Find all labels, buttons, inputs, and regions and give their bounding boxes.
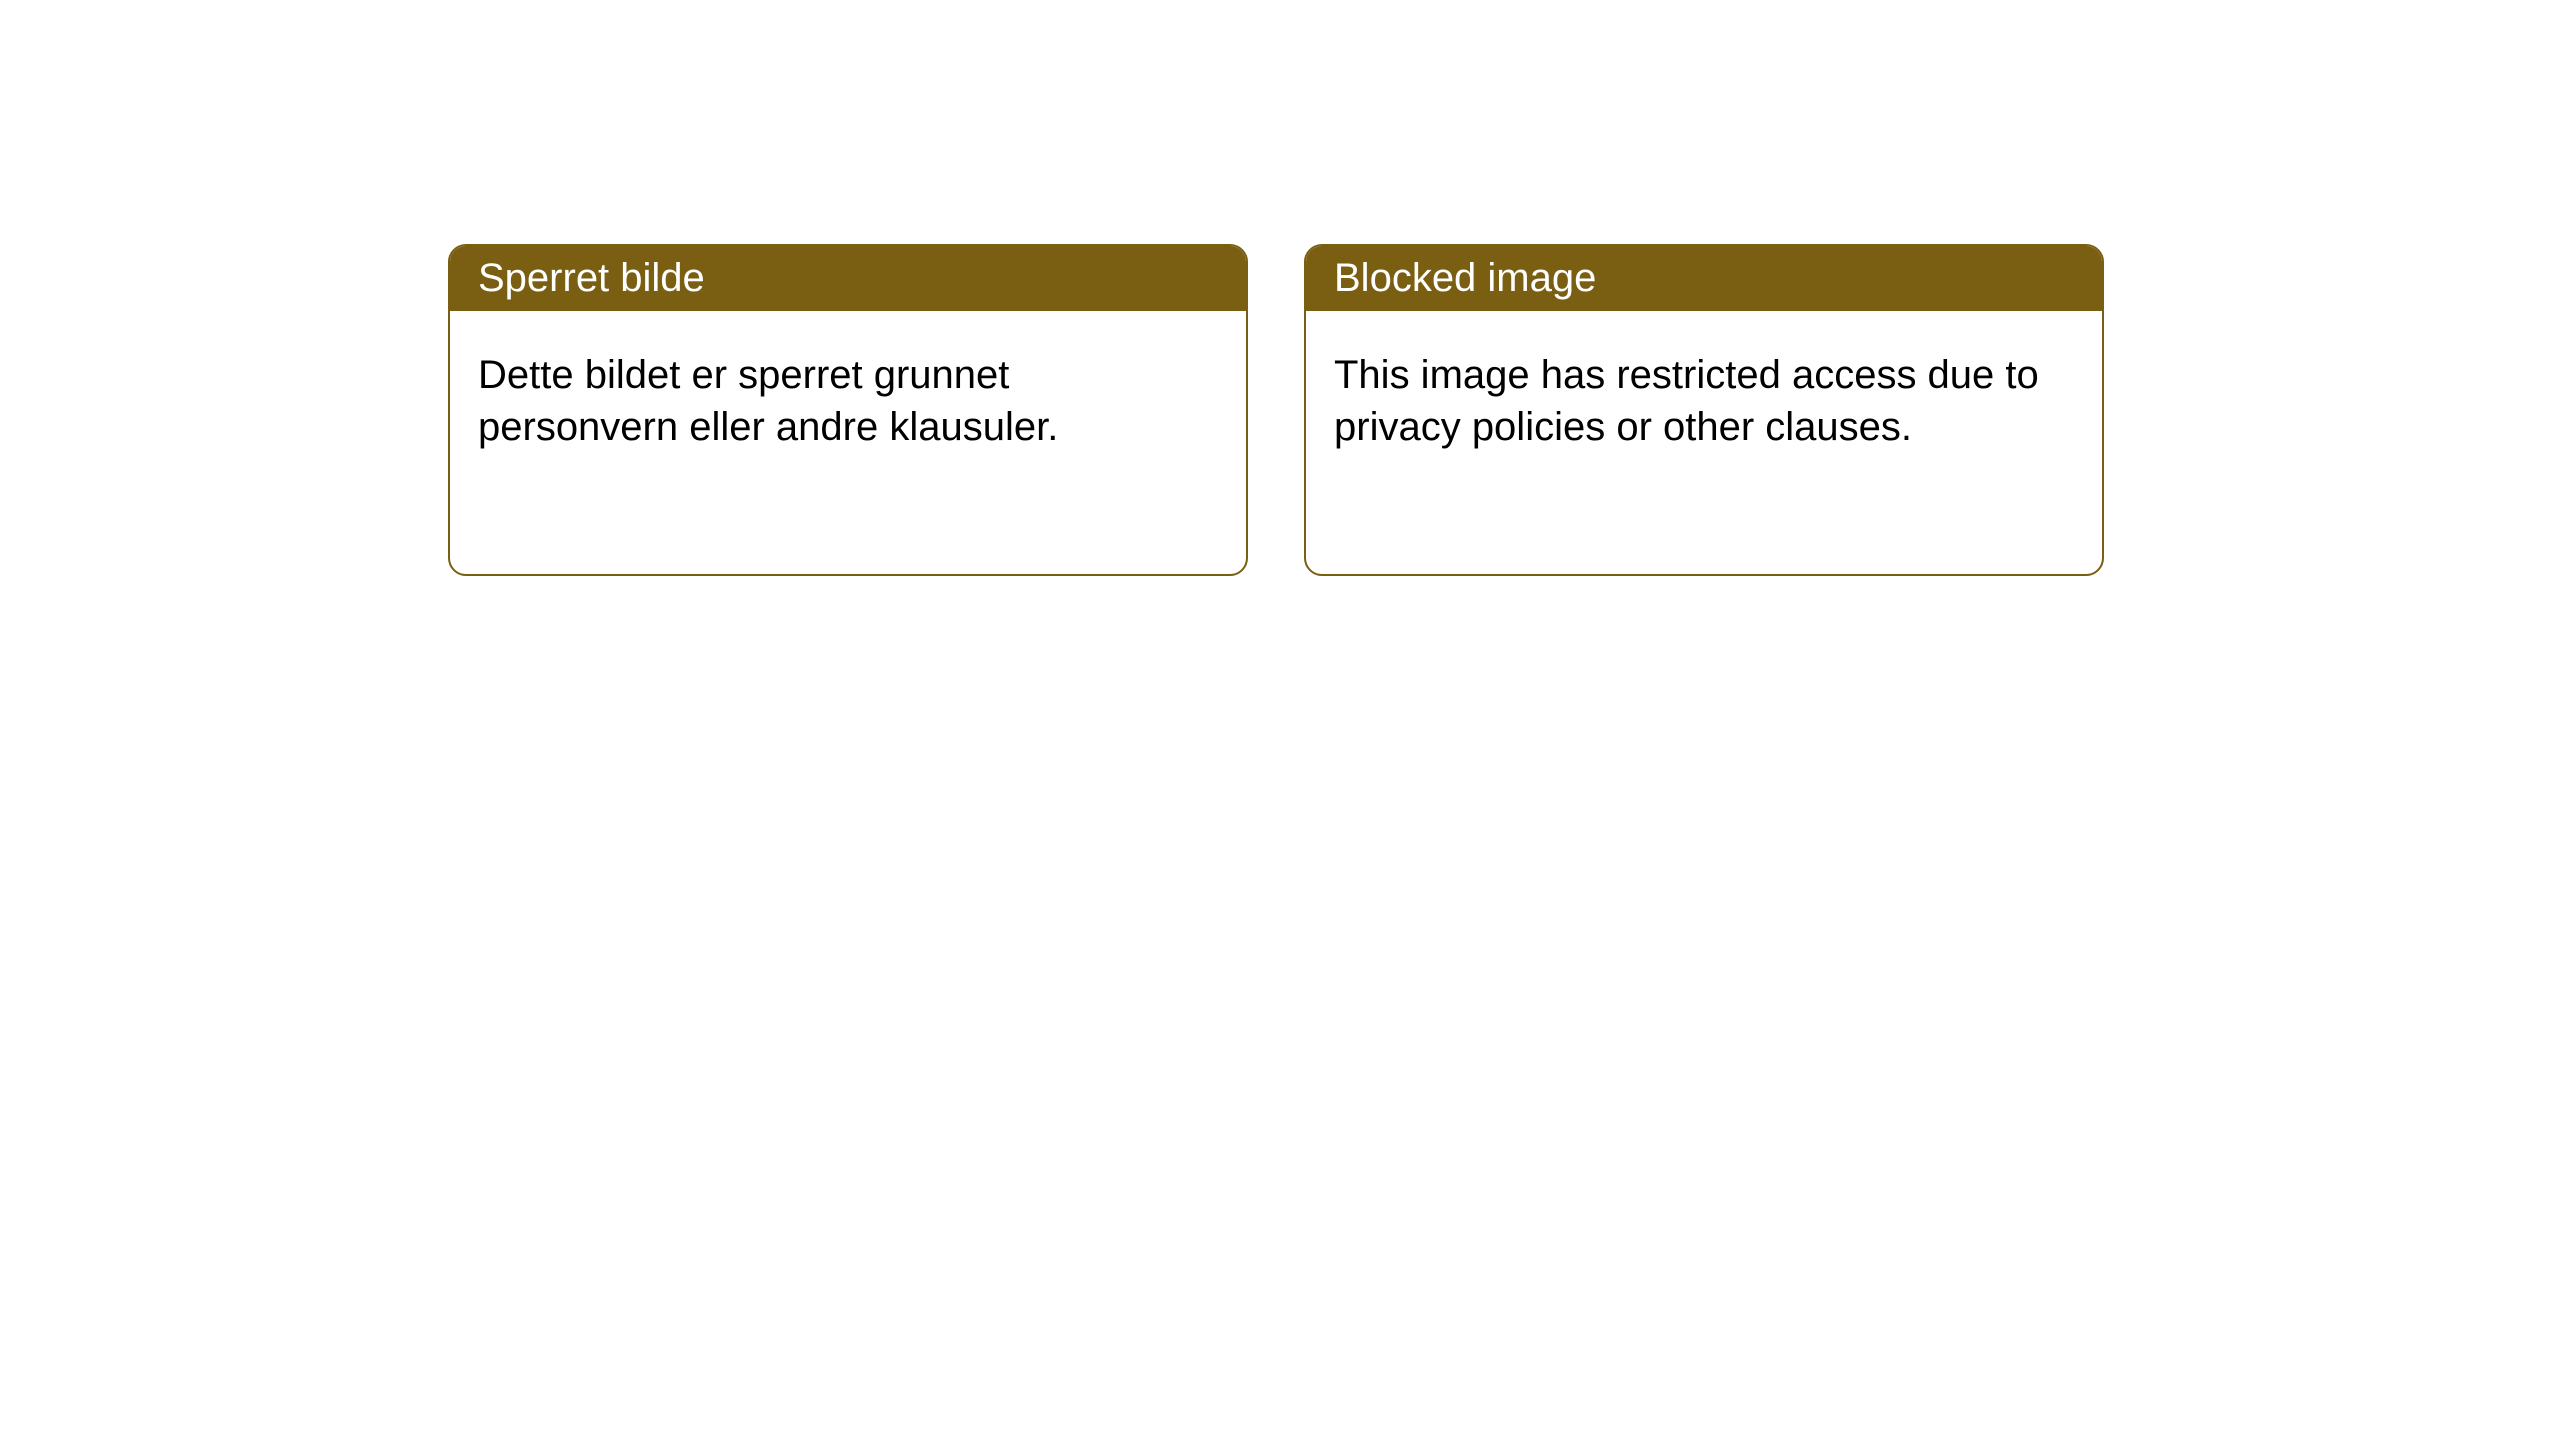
card-header-text: Blocked image [1334,256,1596,300]
card-body-text: Dette bildet er sperret grunnet personve… [478,353,1058,449]
card-header-text: Sperret bilde [478,256,705,300]
card-header: Sperret bilde [450,246,1246,311]
notice-card-norwegian: Sperret bilde Dette bildet er sperret gr… [448,244,1248,576]
card-header: Blocked image [1306,246,2102,311]
card-body-text: This image has restricted access due to … [1334,353,2039,449]
card-body: Dette bildet er sperret grunnet personve… [450,311,1246,491]
card-body: This image has restricted access due to … [1306,311,2102,491]
notice-container: Sperret bilde Dette bildet er sperret gr… [0,0,2560,576]
notice-card-english: Blocked image This image has restricted … [1304,244,2104,576]
